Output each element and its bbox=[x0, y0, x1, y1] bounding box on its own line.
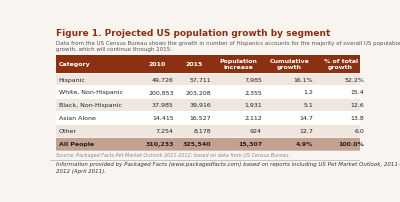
Text: 13.8: 13.8 bbox=[350, 115, 364, 120]
Text: 5.1: 5.1 bbox=[304, 103, 313, 108]
Text: Information provided by Packaged Facts (www.packagedfacts.com) based on reports : Information provided by Packaged Facts (… bbox=[56, 161, 400, 173]
Text: 15.4: 15.4 bbox=[350, 90, 364, 95]
Text: 310,233: 310,233 bbox=[145, 141, 174, 146]
Text: 12.7: 12.7 bbox=[299, 128, 313, 133]
Text: Black, Non-Hispanic: Black, Non-Hispanic bbox=[59, 103, 122, 108]
Text: Asian Alone: Asian Alone bbox=[59, 115, 96, 120]
Text: 15,307: 15,307 bbox=[238, 141, 262, 146]
Text: 16,527: 16,527 bbox=[189, 115, 211, 120]
Text: 2,355: 2,355 bbox=[244, 90, 262, 95]
Text: % of total
growth: % of total growth bbox=[324, 59, 358, 70]
Text: 7,254: 7,254 bbox=[156, 128, 174, 133]
Text: Other: Other bbox=[59, 128, 77, 133]
Text: Cumulative
growth: Cumulative growth bbox=[270, 59, 310, 70]
Text: 14,415: 14,415 bbox=[152, 115, 174, 120]
Text: Population
increase: Population increase bbox=[219, 59, 257, 70]
Text: 52.2%: 52.2% bbox=[344, 77, 364, 82]
Text: All People: All People bbox=[59, 141, 94, 146]
Text: White, Non-Hispanic: White, Non-Hispanic bbox=[59, 90, 123, 95]
Text: 2015: 2015 bbox=[186, 62, 203, 67]
Bar bbox=[56, 99, 366, 112]
Text: Hispanic: Hispanic bbox=[59, 77, 86, 82]
Text: Figure 1. Projected US population growth by segment: Figure 1. Projected US population growth… bbox=[56, 29, 330, 38]
Text: 37,985: 37,985 bbox=[152, 103, 174, 108]
Text: 39,916: 39,916 bbox=[189, 103, 211, 108]
Text: Data from the US Census Bureau shows the growth in number of Hispanics accounts : Data from the US Census Bureau shows the… bbox=[56, 41, 400, 52]
Text: 325,540: 325,540 bbox=[182, 141, 211, 146]
Text: 924: 924 bbox=[250, 128, 262, 133]
Text: 16.1%: 16.1% bbox=[294, 77, 313, 82]
Text: Source: Packaged Facts Pet Market Outlook 2011-2012; based on data from US Censu: Source: Packaged Facts Pet Market Outloo… bbox=[56, 152, 290, 157]
Bar bbox=[56, 55, 366, 73]
Text: 200,853: 200,853 bbox=[148, 90, 174, 95]
Text: 7,985: 7,985 bbox=[244, 77, 262, 82]
Text: 12.6: 12.6 bbox=[350, 103, 364, 108]
Bar bbox=[56, 137, 366, 150]
Text: 57,711: 57,711 bbox=[189, 77, 211, 82]
Text: 1.2: 1.2 bbox=[303, 90, 313, 95]
Text: 8,178: 8,178 bbox=[193, 128, 211, 133]
Text: 6.0: 6.0 bbox=[354, 128, 364, 133]
Text: 2,112: 2,112 bbox=[244, 115, 262, 120]
Bar bbox=[56, 124, 366, 137]
Bar bbox=[56, 86, 366, 99]
Text: 4.9%: 4.9% bbox=[296, 141, 313, 146]
Text: 2010: 2010 bbox=[148, 62, 166, 67]
Text: 49,726: 49,726 bbox=[152, 77, 174, 82]
Bar bbox=[56, 112, 366, 124]
Text: 203,208: 203,208 bbox=[185, 90, 211, 95]
Text: Category: Category bbox=[59, 62, 90, 67]
Text: 14.7: 14.7 bbox=[299, 115, 313, 120]
Text: 1,931: 1,931 bbox=[244, 103, 262, 108]
Bar bbox=[56, 73, 366, 86]
Text: 100.0%: 100.0% bbox=[338, 141, 364, 146]
